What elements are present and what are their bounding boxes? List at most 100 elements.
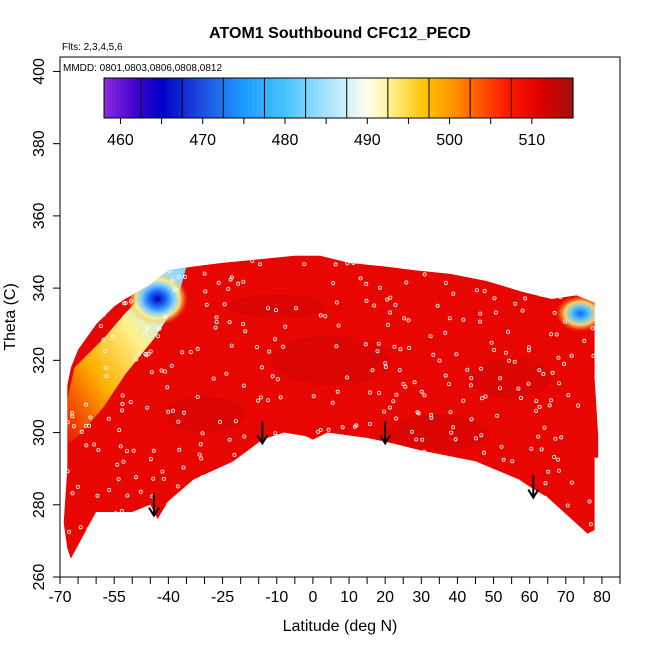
obs-point (297, 484, 302, 489)
obs-point (534, 408, 539, 413)
obs-point (536, 434, 541, 439)
obs-point (403, 384, 408, 389)
obs-point (516, 386, 521, 391)
obs-point (237, 491, 242, 496)
obs-point (587, 499, 592, 504)
obs-point (125, 493, 130, 498)
obs-point (157, 326, 162, 331)
colorbar-cell (194, 78, 200, 118)
obs-point (211, 376, 216, 381)
obs-point (399, 482, 404, 487)
x-tick-label: 0 (308, 589, 317, 606)
obs-point (188, 349, 193, 354)
obs-point (582, 338, 587, 343)
colorbar-cell (293, 78, 298, 118)
colorbar-tick-label: 510 (519, 132, 546, 149)
obs-point (501, 457, 506, 462)
obs-point (83, 423, 88, 428)
obs-point (120, 393, 125, 398)
obs-point (252, 461, 257, 466)
obs-point (278, 395, 283, 400)
obs-point (394, 392, 399, 397)
obs-point (588, 522, 593, 527)
obs-point (299, 491, 304, 496)
colorbar-cell (252, 78, 257, 118)
obs-point (183, 274, 188, 279)
obs-point (149, 370, 154, 375)
colorbar-cell (276, 78, 282, 118)
obs-point (227, 320, 232, 325)
obs-point (398, 347, 403, 352)
obs-point (397, 515, 402, 520)
colorbar-cell (416, 78, 422, 118)
obs-point (515, 508, 520, 513)
obs-point (111, 334, 116, 339)
obs-point (435, 303, 440, 308)
colorbar-cell (359, 78, 364, 118)
colorbar-cell (404, 78, 410, 118)
colorbar-cell (478, 78, 484, 118)
colorbar-cell (387, 78, 393, 118)
colorbar (103, 77, 574, 119)
colorbar-cell (223, 78, 229, 118)
obs-point (576, 403, 581, 408)
colorbar-cell (453, 78, 459, 118)
obs-point (116, 477, 121, 482)
obs-point (474, 288, 479, 293)
colorbar-tick-label: 500 (436, 132, 463, 149)
obs-point (232, 452, 237, 457)
obs-point (563, 319, 568, 324)
obs-point (542, 425, 547, 430)
colorbar-cell (367, 78, 373, 118)
obs-point (133, 475, 138, 480)
colorbar-cell (104, 78, 109, 118)
obs-point (483, 394, 488, 399)
obs-point (407, 345, 412, 350)
obs-point (489, 529, 494, 534)
obs-point (380, 494, 385, 499)
obs-point (390, 538, 395, 543)
obs-point (377, 390, 382, 395)
y-tick-label: 340 (31, 275, 48, 302)
obs-point (549, 398, 554, 403)
obs-point (70, 410, 75, 415)
obs-point (359, 440, 364, 445)
obs-point (527, 273, 532, 278)
obs-point (427, 536, 432, 541)
obs-point (414, 485, 419, 490)
obs-point (254, 345, 259, 350)
colorbar-cell (379, 78, 385, 118)
obs-point (372, 451, 377, 456)
obs-point (123, 300, 128, 305)
obs-point (425, 522, 430, 527)
colorbar-cell (383, 78, 389, 118)
colorbar-cell (260, 78, 266, 118)
obs-point (506, 358, 511, 363)
obs-point (547, 403, 552, 408)
obs-point (176, 274, 181, 279)
colorbar-cell (338, 78, 344, 118)
arrow-marker (256, 421, 269, 446)
colorbar-cell (116, 78, 122, 118)
obs-point (236, 281, 241, 286)
obs-point (479, 396, 484, 401)
colorbar-cell (511, 78, 516, 118)
colorbar-cell (424, 78, 430, 118)
obs-point (166, 409, 171, 414)
colorbar-cell (235, 78, 241, 118)
obs-point (267, 454, 272, 459)
obs-point (202, 271, 207, 276)
colorbar-cell (256, 78, 261, 118)
obs-point (282, 469, 287, 474)
obs-point (257, 262, 262, 267)
obs-point (243, 329, 248, 334)
obs-point (397, 368, 402, 373)
obs-point (468, 461, 473, 466)
obs-point (269, 457, 274, 462)
obs-point (143, 523, 148, 528)
obs-point (499, 444, 504, 449)
obs-point (495, 413, 500, 418)
obs-point (429, 412, 434, 417)
colorbar-cell (396, 78, 401, 118)
obs-point (159, 368, 164, 373)
